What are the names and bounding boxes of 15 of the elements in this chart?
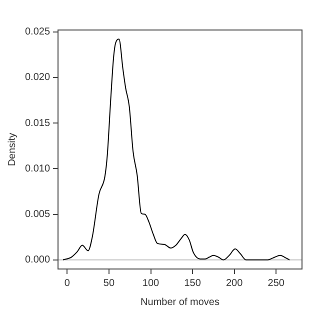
y-tick-label: 0.025 [24, 26, 50, 38]
x-axis-title: Number of moves [140, 296, 220, 308]
x-tick-label: 0 [64, 278, 70, 289]
y-axis-title: Density [6, 132, 18, 166]
y-tick-label: 0.010 [24, 163, 50, 174]
x-tick-label: 100 [142, 278, 160, 289]
x-tick-label: 150 [184, 278, 202, 289]
x-tick-label: 200 [226, 278, 244, 289]
y-tick-label: 0.015 [24, 118, 50, 129]
y-tick-label: 0.000 [24, 254, 50, 266]
x-tick-label: 50 [103, 278, 115, 289]
y-tick-label: 0.005 [24, 209, 50, 220]
x-tick-label: 250 [268, 278, 285, 289]
line-series [62, 38, 290, 260]
y-tick-label: 0.020 [24, 72, 50, 84]
